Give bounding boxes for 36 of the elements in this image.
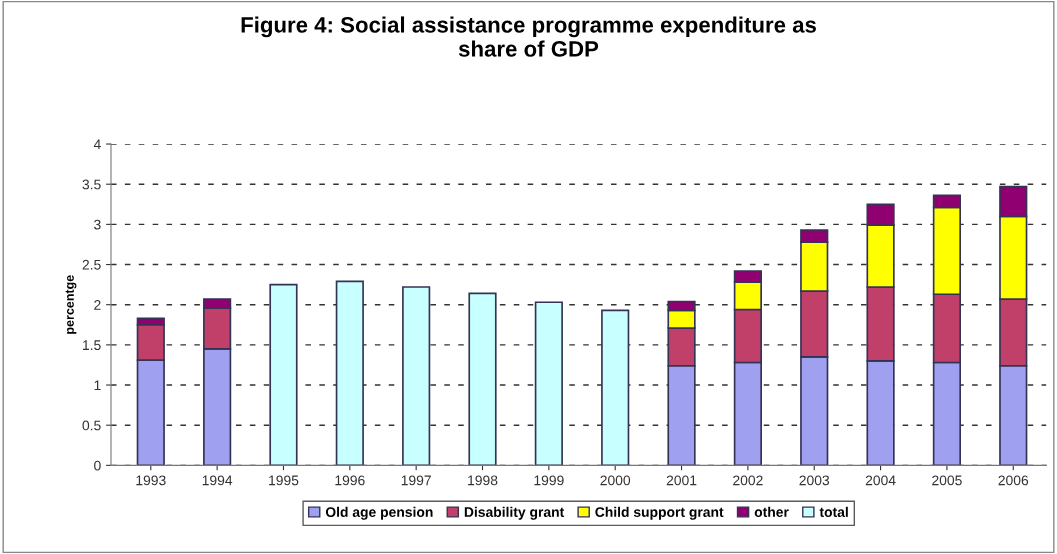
x-tick-label: 1999 bbox=[534, 475, 564, 486]
y-tick-label: 4 bbox=[93, 139, 101, 150]
bar bbox=[269, 283, 298, 466]
x-tick-label: 2000 bbox=[600, 475, 631, 486]
x-tick-label: 2005 bbox=[932, 475, 962, 486]
y-tick-label: 3.5 bbox=[82, 179, 101, 190]
bar bbox=[402, 286, 431, 466]
y-tick-label: 2 bbox=[94, 300, 101, 310]
x-tick-label: 2004 bbox=[865, 475, 896, 486]
bar bbox=[534, 301, 563, 466]
x-tick-label: 1993 bbox=[136, 475, 166, 486]
x-tick-label: 1998 bbox=[468, 475, 498, 486]
bar bbox=[468, 292, 497, 466]
legend-label: other bbox=[754, 506, 789, 517]
y-tick-label: 0 bbox=[94, 460, 101, 471]
legend-label: total bbox=[819, 506, 848, 517]
y-tick-label: 2.5 bbox=[82, 259, 101, 270]
x-tick-label: 1995 bbox=[269, 475, 299, 486]
x-tick-label: 2002 bbox=[733, 475, 763, 486]
legend-label: Old age pension bbox=[325, 506, 433, 520]
y-tick-label: 3 bbox=[94, 219, 101, 230]
y-axis-title: percentge bbox=[65, 275, 77, 334]
legend-label: Disability grant bbox=[464, 506, 565, 520]
x-tick-label: 1997 bbox=[401, 475, 431, 486]
y-tick-label: 0.5 bbox=[82, 420, 101, 431]
x-tick-label: 2006 bbox=[998, 475, 1029, 486]
chart-title: Figure 4: Social assistance programme expenditure as share of GDP bbox=[241, 16, 816, 57]
x-tick-label: 1994 bbox=[202, 475, 233, 486]
x-tick-label: 2001 bbox=[666, 475, 697, 486]
y-tick-label: 1 bbox=[94, 380, 101, 391]
x-tick-label: 1996 bbox=[335, 475, 365, 486]
bar bbox=[335, 280, 364, 466]
bar bbox=[601, 309, 630, 466]
legend-label: Child support grant bbox=[595, 506, 724, 520]
y-tick-label: 1.5 bbox=[83, 340, 101, 351]
x-tick-label: 2003 bbox=[799, 475, 830, 486]
